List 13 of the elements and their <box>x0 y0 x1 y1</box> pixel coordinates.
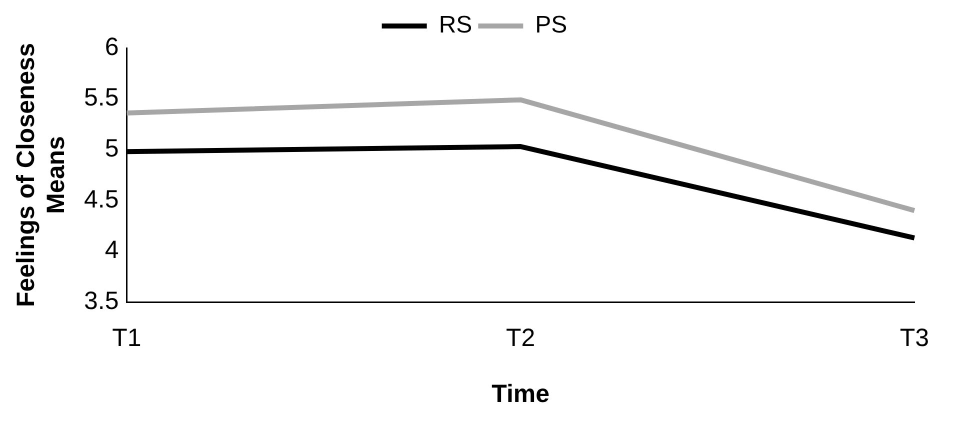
x-tick-label: T2 <box>506 324 536 352</box>
y-tick-label: 5.5 <box>84 84 119 112</box>
y-axis-title: Feelings of Closeness Means <box>12 43 70 307</box>
y-tick-label: 4.5 <box>84 185 119 214</box>
x-tick-label: T3 <box>900 324 930 352</box>
y-tick-label: 4 <box>104 236 119 264</box>
legend-label: RS <box>438 12 472 39</box>
y-tick-label: 5 <box>104 134 119 162</box>
y-tick-label: 6 <box>104 32 119 61</box>
x-axis-title: Time <box>492 380 550 408</box>
x-tick-label: T1 <box>112 324 142 352</box>
y-tick-label: 3.5 <box>84 286 119 315</box>
legend-label: PS <box>535 12 568 39</box>
